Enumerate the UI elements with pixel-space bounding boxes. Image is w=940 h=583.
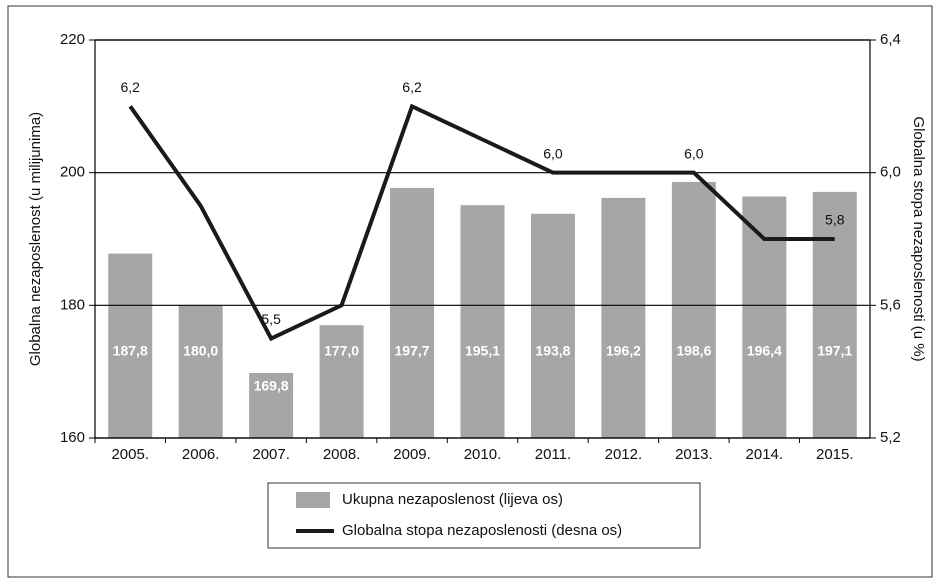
y-tick-label: 180 (60, 296, 85, 313)
line-value-label: 6,0 (543, 145, 563, 161)
bar-value-label: 195,1 (465, 343, 500, 359)
x-tick-label: 2012. (605, 446, 643, 463)
bar-value-label: 193,8 (535, 343, 570, 359)
x-tick-label: 2005. (111, 446, 149, 463)
line (128, 103, 835, 342)
bar-value-label: 197,7 (395, 343, 430, 359)
plot-frame (94, 39, 871, 439)
bar (249, 372, 294, 438)
legend-box (267, 482, 701, 549)
y-axis-label: Globalna nezaposlenost (u milijunima) (27, 112, 44, 366)
bar (812, 191, 857, 438)
y-tick-label: 220 (60, 31, 85, 48)
x-tick-label: 2013. (675, 446, 713, 463)
bar (530, 213, 575, 438)
legend-swatch (296, 492, 330, 508)
x-tick-label: 2014. (746, 446, 784, 463)
bar-value-label: 198,6 (676, 343, 711, 359)
bar-value-label: 177,0 (324, 343, 359, 359)
line-value-label: 5,5 (261, 311, 281, 327)
y2-tick-label: 6,4 (880, 31, 901, 48)
y-tick-label: 160 (60, 429, 85, 446)
x-tick-label: 2010. (464, 446, 502, 463)
x-tick-label: 2008. (323, 446, 361, 463)
bar-value-label: 180,0 (183, 343, 218, 359)
x-tick-label: 2011. (535, 446, 571, 463)
line-value-label: 5,8 (825, 212, 845, 228)
bar (178, 305, 223, 438)
bar-value-label: 169,8 (254, 378, 289, 394)
bar (319, 325, 364, 438)
x-tick-label: 2006. (182, 446, 220, 463)
bar (671, 181, 716, 438)
y2-tick-label: 6,0 (880, 164, 901, 181)
legend-label: Globalna stopa nezaposlenosti (desna os) (342, 522, 622, 539)
x-tick-label: 2015. (816, 446, 854, 463)
line-value-label: 6,2 (402, 79, 422, 95)
y2-tick-label: 5,6 (880, 296, 901, 313)
bar (742, 196, 787, 438)
frame (7, 5, 933, 578)
bar-value-label: 196,4 (747, 343, 782, 359)
y2-axis-label: Globalna stopa nezaposlenosti (u %) (910, 116, 927, 361)
y2-tick-label: 5,2 (880, 429, 901, 446)
bar (108, 253, 153, 438)
line-value-label: 6,0 (684, 145, 704, 161)
bar-value-label: 196,2 (606, 343, 641, 359)
legend-label: Ukupna nezaposlenost (lijeva os) (342, 491, 563, 508)
bar-value-label: 197,1 (817, 343, 852, 359)
bar (601, 197, 646, 438)
x-tick-label: 2007. (252, 446, 290, 463)
bar (390, 187, 435, 438)
bar (460, 205, 505, 438)
x-tick-label: 2009. (393, 446, 431, 463)
y-tick-label: 200 (60, 164, 85, 181)
bar-value-label: 187,8 (113, 343, 148, 359)
line-value-label: 6,2 (120, 79, 140, 95)
